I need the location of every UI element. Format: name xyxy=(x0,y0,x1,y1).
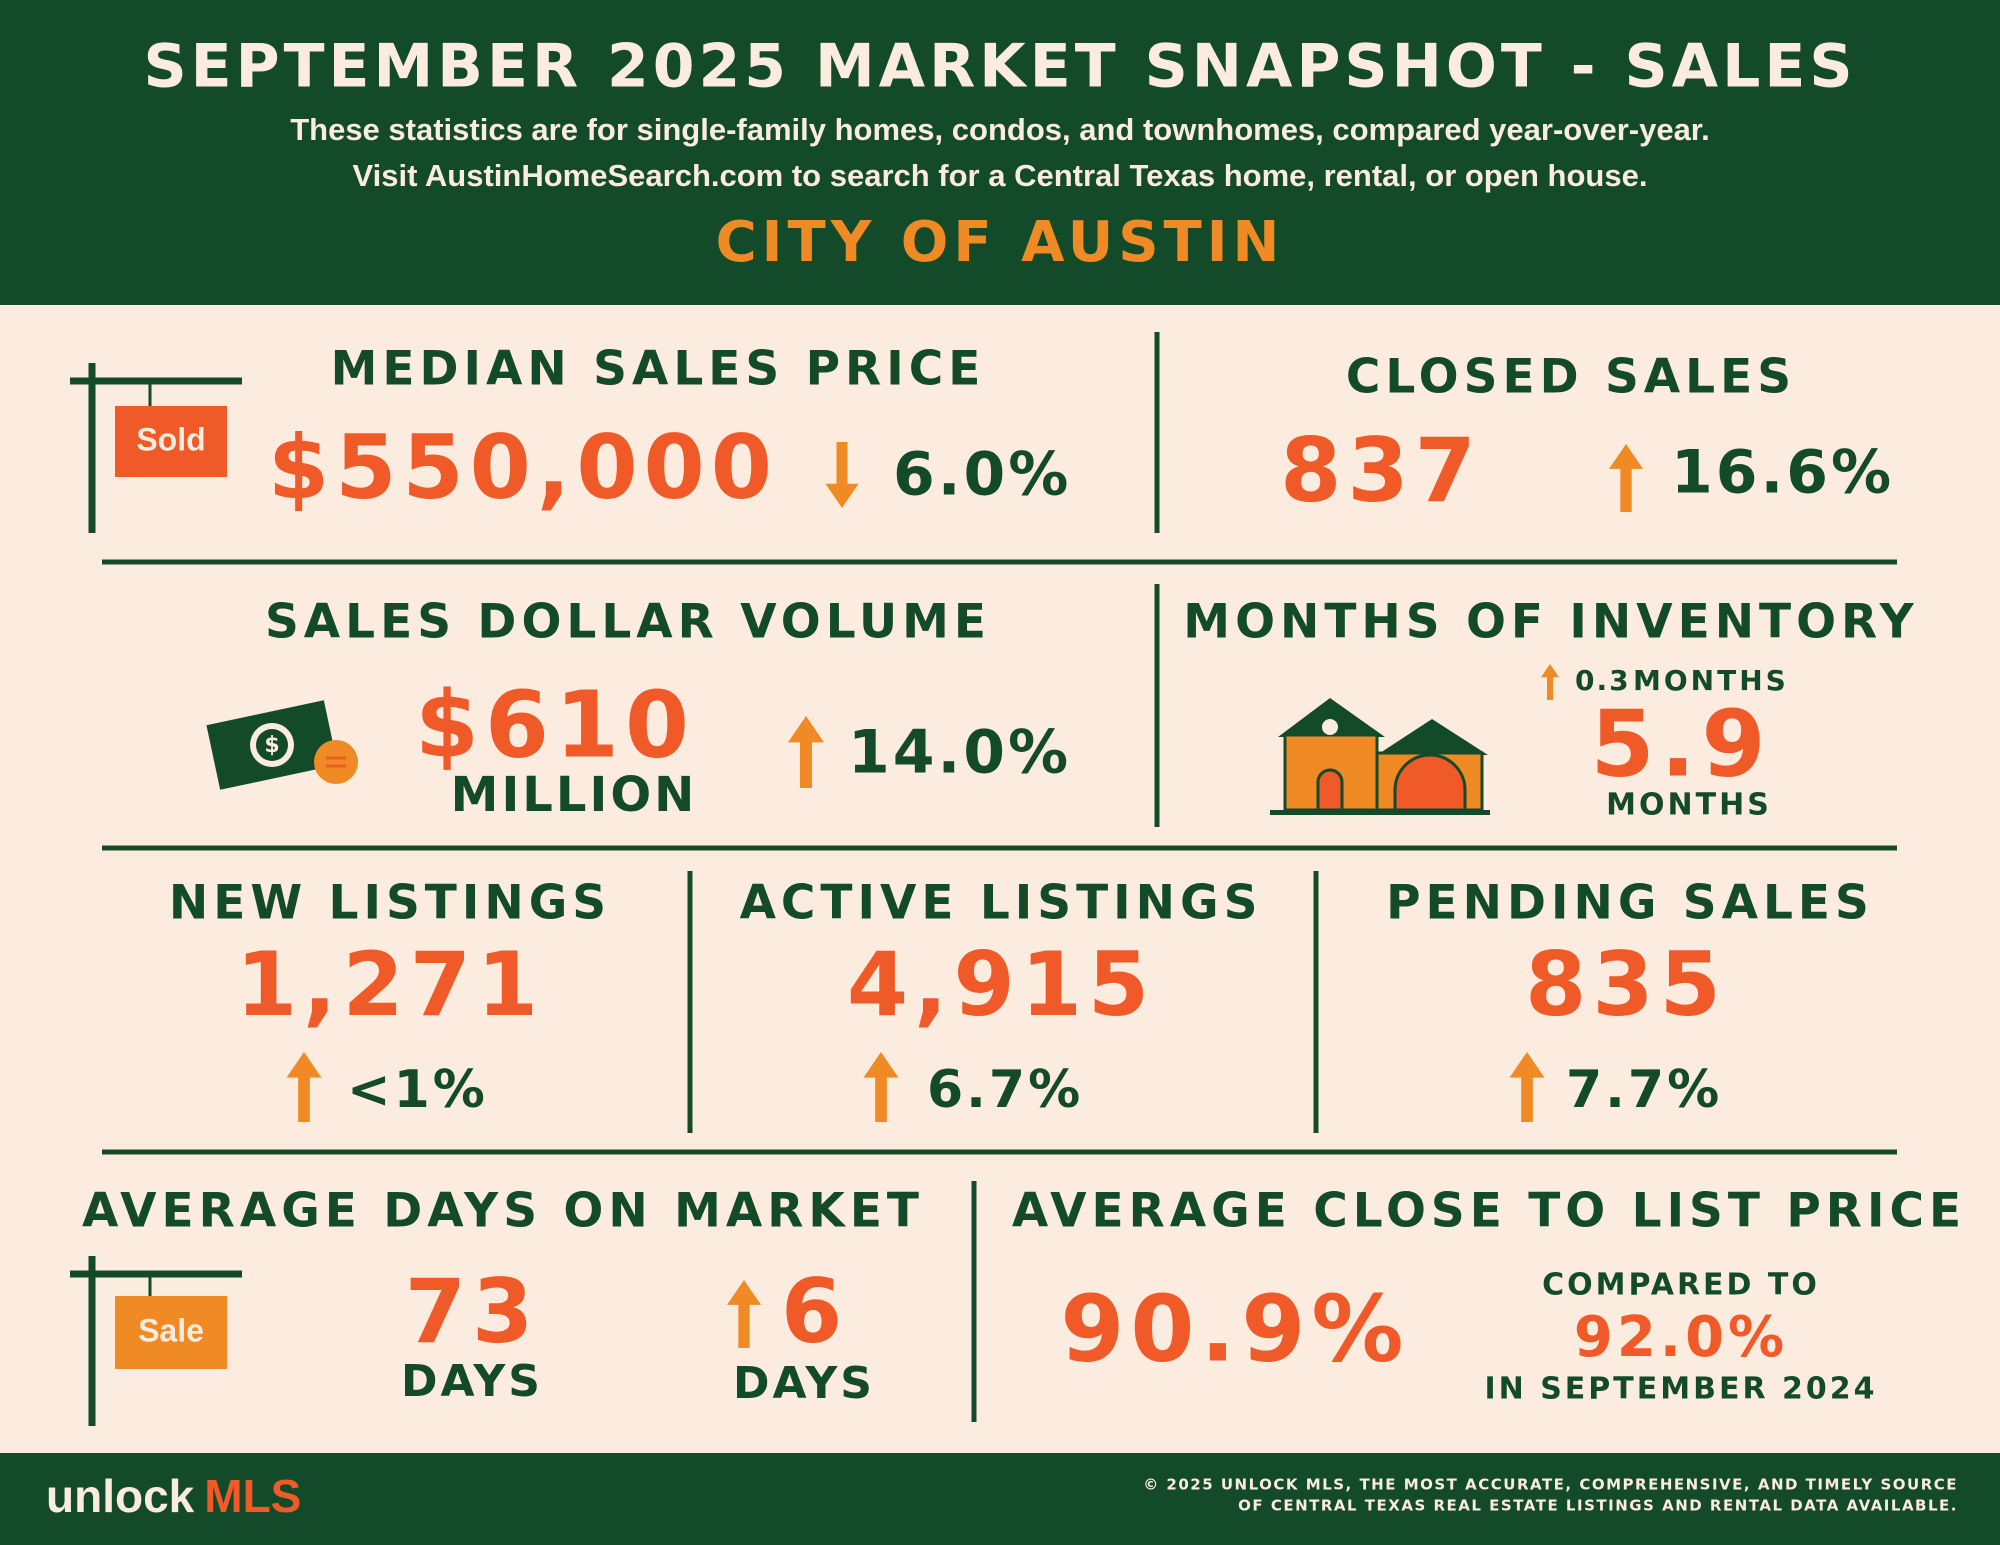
stat-value: 90.9% xyxy=(1060,1275,1409,1382)
title: SEPTEMBER 2025 MARKET SNAPSHOT - SALES xyxy=(143,32,1856,102)
compare-intro: COMPARED TO xyxy=(1542,1268,1820,1303)
stat-change: 14.0% xyxy=(848,718,1071,788)
stat-value: $550,000 xyxy=(268,416,778,519)
header-band xyxy=(0,0,2000,305)
stat-change-unit: MONTHS xyxy=(1633,664,1789,697)
footer-band xyxy=(0,1453,2000,1545)
stat-label: SALES DOLLAR VOLUME xyxy=(265,595,991,650)
stat-label: ACTIVE LISTINGS xyxy=(740,876,1263,931)
stat-unit: DAYS xyxy=(401,1356,543,1407)
sold-sign: Sold xyxy=(70,363,242,533)
stat-label: CLOSED SALES xyxy=(1346,350,1796,405)
stat-change: 6.0% xyxy=(893,440,1071,510)
stat-change: <1% xyxy=(347,1060,488,1120)
arrow-down xyxy=(825,442,859,508)
notice: OF CENTRAL TEXAS REAL ESTATE LISTINGS AN… xyxy=(1238,1497,1958,1515)
arrow-up xyxy=(863,1052,899,1122)
logo-part: unlock xyxy=(46,1470,195,1522)
region: CITY OF AUSTIN xyxy=(716,210,1285,275)
stat-change: 0.3 xyxy=(1575,664,1631,697)
house-icon xyxy=(1270,698,1490,815)
subtitle: Visit AustinHomeSearch.com to search for… xyxy=(353,158,1648,193)
stat-change: 6.7% xyxy=(927,1060,1083,1120)
logo: unlock MLS xyxy=(46,1470,301,1522)
stat-value: 73 xyxy=(405,1260,539,1363)
arrow-up xyxy=(1541,664,1559,700)
stat-value: 1,271 xyxy=(236,933,544,1036)
stat-label: MONTHS OF INVENTORY xyxy=(1183,595,1918,650)
stat-label: PENDING SALES xyxy=(1386,876,1874,931)
sign-text: Sold xyxy=(136,421,205,457)
money-icon: $ xyxy=(206,700,358,790)
stat-change: 16.6% xyxy=(1671,438,1894,508)
stat-change: 6 xyxy=(781,1260,848,1363)
svg-text:$: $ xyxy=(264,733,279,758)
stat-value: 4,915 xyxy=(847,933,1155,1036)
subtitle: These statistics are for single-family h… xyxy=(290,112,1710,147)
sale-sign: Sale xyxy=(70,1256,242,1426)
stat-label: MEDIAN SALES PRICE xyxy=(331,342,986,397)
stat-change: 7.7% xyxy=(1566,1060,1722,1120)
stat-label: NEW LISTINGS xyxy=(169,876,611,931)
stat-value: 837 xyxy=(1280,419,1482,522)
arrow-up xyxy=(727,1280,761,1348)
stat-value: $610 xyxy=(415,671,695,778)
stat-unit: MONTHS xyxy=(1606,788,1772,823)
arrow-up xyxy=(788,716,824,788)
arrow-up xyxy=(1609,444,1643,512)
stat-label: AVERAGE DAYS ON MARKET xyxy=(82,1184,924,1239)
sign-text: Sale xyxy=(138,1312,204,1348)
stat-value: 5.9 xyxy=(1591,690,1772,797)
stat-change-unit: DAYS xyxy=(733,1358,875,1409)
stat-unit: MILLION xyxy=(451,767,698,823)
stat-value: 835 xyxy=(1525,933,1727,1036)
compare-period: IN SEPTEMBER 2024 xyxy=(1484,1372,1877,1407)
stat-label: AVERAGE CLOSE TO LIST PRICE xyxy=(1012,1184,1966,1239)
notice: © 2025 UNLOCK MLS, THE MOST ACCURATE, CO… xyxy=(1143,1476,1958,1494)
arrow-up xyxy=(286,1052,322,1122)
logo-part: MLS xyxy=(204,1470,301,1522)
arrow-up xyxy=(1509,1052,1545,1122)
compare-value: 92.0% xyxy=(1574,1305,1788,1370)
